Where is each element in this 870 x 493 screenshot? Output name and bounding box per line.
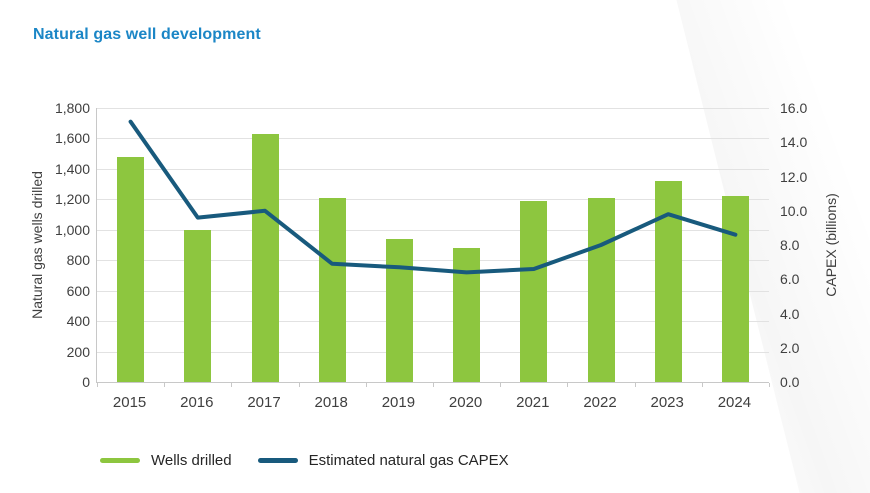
right-tick-12.0: 12.0 (780, 168, 808, 185)
left-tick-200: 200 (66, 343, 90, 360)
x-axis-tick-mark (365, 383, 367, 387)
bar-2018 (318, 197, 346, 382)
x-axis-labels: 2015 2016 2017 2018 2019 2020 2021 2022 2023 2024 (96, 394, 768, 414)
capex-line-swatch-icon (257, 458, 298, 463)
plot-area (96, 108, 770, 387)
bar-2016 (184, 229, 212, 382)
capex-line-series (128, 119, 738, 275)
right-tick-0.0: 0.0 (780, 374, 800, 390)
bar-2024 (721, 196, 749, 382)
left-tick-0: 0 (82, 374, 90, 390)
legend-item-capex: Estimated natural gas CAPEX (257, 452, 509, 469)
right-tick-10.0: 10.0 (780, 202, 808, 219)
bar-2015 (117, 156, 145, 382)
left-tick-1400: 1,400 (54, 160, 90, 177)
x-axis-tick-mark (500, 383, 502, 387)
chart-title: Natural gas well development (33, 26, 261, 43)
gridline (97, 168, 769, 170)
right-tick-16.0: 16.0 (780, 100, 808, 116)
chart-legend: Wells drilled Estimated natural gas CAPE… (100, 452, 509, 469)
wells-drilled-line-swatch-icon (100, 458, 140, 463)
gridline (97, 229, 769, 231)
right-axis-tick-labels: 0.0 2.0 4.0 6.0 8.0 10.0 12.0 14.0 16.0 (780, 100, 850, 390)
x-axis-tick-mark (231, 383, 233, 387)
legend-item-wells-drilled: Wells drilled (100, 452, 232, 469)
gridline (97, 108, 769, 109)
x-axis-tick-mark (164, 383, 166, 387)
bar-2021 (520, 200, 548, 382)
bar-2022 (587, 197, 615, 382)
legend-label-wells-drilled: Wells drilled (151, 452, 232, 469)
x-axis-tick-mark (298, 383, 300, 387)
x-label-2022: 2022 (583, 394, 617, 411)
gridline (97, 321, 769, 323)
x-label-2021: 2021 (516, 394, 550, 411)
x-axis-tick-mark (634, 383, 636, 387)
gridline (97, 138, 769, 140)
legend-label-capex: Estimated natural gas CAPEX (308, 452, 509, 469)
x-label-2016: 2016 (180, 394, 214, 411)
gridline (97, 260, 769, 262)
right-tick-4.0: 4.0 (780, 305, 800, 322)
right-tick-14.0: 14.0 (780, 134, 808, 151)
x-axis-tick-mark (701, 383, 703, 387)
right-tick-2.0: 2.0 (780, 339, 800, 356)
x-label-2017: 2017 (247, 394, 281, 411)
gridline (97, 199, 769, 201)
x-label-2019: 2019 (381, 394, 416, 411)
left-tick-1000: 1,000 (54, 221, 90, 238)
right-tick-8.0: 8.0 (780, 237, 800, 253)
right-tick-6.0: 6.0 (780, 271, 800, 288)
gridline (97, 351, 769, 353)
x-label-2024: 2024 (717, 394, 752, 411)
x-label-2020: 2020 (448, 394, 483, 411)
x-label-2023: 2023 (650, 394, 684, 411)
x-axis-tick-mark (769, 383, 770, 387)
x-axis-tick-mark (97, 383, 98, 387)
x-axis-tick-mark (433, 383, 434, 387)
x-label-2018: 2018 (314, 394, 348, 411)
left-tick-1200: 1,200 (54, 191, 90, 208)
bar-2019 (385, 238, 413, 382)
gridline (97, 290, 769, 292)
x-axis-tick-mark (567, 383, 569, 387)
left-tick-600: 600 (66, 282, 90, 299)
left-tick-1800: 1,800 (54, 100, 90, 116)
left-tick-400: 400 (66, 313, 90, 330)
left-axis-tick-labels: 0 200 400 600 800 1,000 1,200 1,400 1,600 1,800 (0, 100, 90, 390)
bar-2017 (251, 133, 279, 382)
left-tick-1600: 1,600 (54, 130, 90, 147)
x-label-2015: 2015 (112, 394, 147, 411)
left-tick-800: 800 (66, 252, 90, 269)
